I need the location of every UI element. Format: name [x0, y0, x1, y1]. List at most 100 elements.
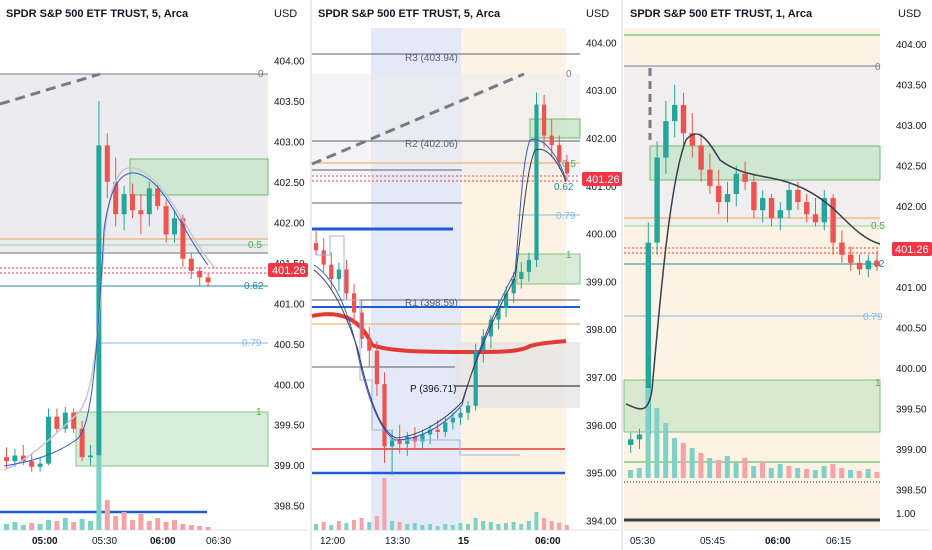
panel-2-fib-label: 0.62	[554, 182, 574, 193]
panel-2-x-tick: 12:00	[320, 536, 345, 547]
candle	[804, 193, 810, 223]
panel-1-y-tick: 400.50	[274, 340, 305, 351]
panel-1-price-badge	[268, 263, 308, 277]
volume-bar	[795, 468, 801, 478]
volume-bar	[636, 468, 642, 478]
volume-bar	[733, 463, 739, 478]
ma-dark-line-3	[625, 133, 881, 410]
panel-1-x-tick: 05:30	[92, 536, 117, 547]
volume-bar	[329, 525, 334, 530]
volume-bar	[367, 522, 372, 530]
volume-bar	[146, 521, 152, 530]
candle	[865, 254, 871, 278]
candle	[526, 252, 531, 282]
panel-1-fib-label: 0	[258, 69, 264, 80]
vwap-band-line	[316, 235, 520, 456]
volume-bar	[412, 523, 417, 530]
pivot-label-r3: R3 (403.94)	[405, 53, 458, 64]
volume-bar	[336, 521, 341, 530]
panel-3-y-tick: 399.00	[896, 445, 927, 456]
candle	[450, 412, 455, 430]
volume-bar	[428, 524, 432, 530]
candle	[359, 300, 364, 349]
volume-bar	[62, 518, 68, 530]
volume-bar	[496, 524, 501, 530]
candle	[777, 202, 783, 231]
panel-3-y-tick: 399.50	[896, 405, 927, 416]
volume-bar	[760, 462, 765, 478]
panel-3-x-tick: 06:00	[765, 536, 791, 547]
panel-2-x-tick: 15	[458, 536, 470, 547]
candle	[821, 189, 827, 231]
panel-1-currency: USD	[274, 8, 297, 20]
candle	[830, 193, 836, 255]
volume-bar	[104, 500, 110, 530]
panel-1-fib-label: 0.62	[244, 281, 264, 292]
volume-bar	[534, 512, 539, 530]
volume-bar	[488, 522, 493, 530]
volume-bar	[645, 388, 651, 478]
volume-bar	[526, 521, 531, 530]
candle	[663, 100, 669, 174]
panel-1-title: SPDR S&P 500 ETF TRUST, 5, Arca	[6, 8, 189, 20]
candle	[197, 266, 203, 286]
panel-2-y-tick: 399.00	[586, 277, 617, 288]
panel-1-fib-label: 0.79	[242, 338, 262, 349]
panel-1-fib-label: 1	[256, 407, 262, 418]
candle	[96, 100, 102, 470]
ma-grey-line	[3, 166, 216, 471]
panel-2-x-tick: 13:30	[385, 536, 410, 547]
candle	[511, 271, 516, 303]
volume-bar	[163, 522, 169, 530]
candle	[504, 286, 509, 318]
panel-1-y-tick: 399.50	[274, 421, 305, 432]
volume-bar	[557, 523, 562, 530]
volume-bar	[458, 523, 463, 530]
panel-2-y-tick: 395.00	[586, 469, 617, 480]
candle	[367, 326, 372, 368]
volume-bar	[504, 523, 508, 530]
volume-bar	[672, 438, 677, 478]
panel-3-volume-tick: 1.00	[896, 509, 916, 520]
panel-2-currency: USD	[586, 8, 609, 20]
volume-bar	[4, 524, 9, 530]
panel-1-y-tick: 398.50	[274, 502, 305, 513]
candle	[344, 259, 349, 301]
volume-bar	[29, 523, 35, 530]
candle	[519, 262, 524, 289]
volume-bar	[786, 466, 792, 478]
candle	[188, 253, 194, 279]
candle	[848, 246, 854, 271]
panel-2-y-tick: 402.00	[586, 134, 617, 145]
volume-bar	[188, 525, 194, 530]
panel-2-x-tick: 06:00	[535, 536, 561, 547]
panel-1-x-tick: 05:00	[32, 536, 58, 547]
candle	[352, 283, 357, 325]
candle	[672, 84, 678, 138]
volume-bar	[804, 469, 809, 478]
panel-3-price-badge	[892, 242, 932, 256]
volume-bar	[768, 468, 774, 478]
volume-bar	[777, 464, 783, 478]
volume-bar	[549, 521, 554, 530]
candle	[628, 432, 634, 454]
ma-dark-line-2	[313, 148, 567, 439]
panel-1-x-tick: 06:30	[206, 536, 231, 547]
candle	[760, 189, 766, 223]
panel-3-y-tick: 398.50	[896, 486, 927, 497]
volume-bar	[20, 525, 26, 530]
fib-zone-upper	[129, 158, 269, 196]
volume-bar	[88, 521, 93, 530]
candle	[382, 372, 387, 464]
candle	[121, 185, 127, 231]
candle	[654, 141, 660, 255]
volume-bar	[130, 520, 135, 530]
panel-3-title: SPDR S&P 500 ETF TRUST, 1, Arca	[630, 8, 813, 20]
volume-bar	[628, 470, 633, 478]
panel-2-title: SPDR S&P 500 ETF TRUST, 5, Arca	[318, 8, 501, 20]
candle	[54, 408, 60, 433]
volume-bar	[37, 524, 43, 530]
volume-bar	[856, 471, 862, 478]
volume-bar	[698, 453, 704, 478]
trend-dash-1	[0, 72, 101, 106]
